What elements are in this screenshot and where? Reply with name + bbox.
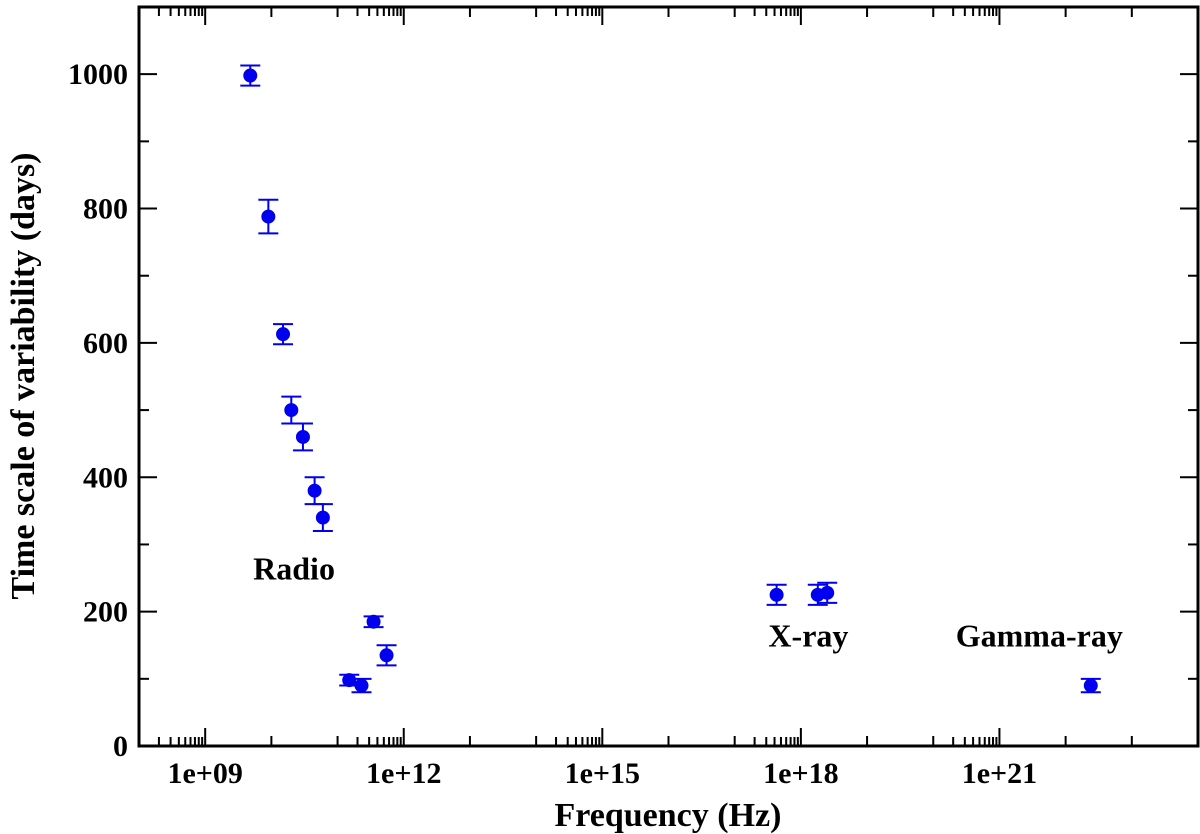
data-point	[376, 644, 397, 667]
y-tick-label: 600	[83, 327, 128, 360]
y-tick-label: 0	[113, 730, 128, 763]
annotations: Radio X-ray Gamma-ray	[253, 550, 1123, 653]
data-points	[240, 64, 1101, 694]
axis-tick-labels: 1e+09 1e+12 1e+15 1e+18 1e+21 0 200 400 600 800 10…	[68, 58, 1037, 790]
x-tick-label: 1e+09	[167, 757, 242, 790]
y-tick-label: 800	[83, 193, 128, 226]
axis-ticks	[138, 6, 1199, 747]
marker	[261, 209, 276, 224]
data-point	[363, 614, 384, 629]
data-point	[281, 395, 302, 425]
data-point	[240, 64, 261, 87]
data-point	[304, 476, 325, 506]
marker	[342, 673, 357, 688]
marker	[1083, 678, 1098, 693]
marker	[284, 403, 299, 418]
x-tick-label: 1e+18	[763, 757, 838, 790]
marker	[379, 648, 394, 663]
marker	[315, 510, 330, 525]
annotation-label: X-ray	[768, 618, 848, 654]
marker	[295, 429, 310, 444]
x-tick-label: 1e+21	[962, 757, 1037, 790]
y-axis-title: Time scale of variability (days)	[5, 153, 42, 600]
x-tick-label: 1e+12	[366, 757, 441, 790]
marker	[366, 614, 381, 629]
marker	[276, 327, 291, 342]
annotation-label: Radio	[253, 550, 335, 586]
marker	[354, 678, 369, 693]
data-point	[1080, 677, 1101, 694]
y-tick-label: 200	[83, 596, 128, 629]
marker	[307, 483, 322, 498]
marker	[769, 587, 784, 602]
x-tick-label: 1e+15	[565, 757, 640, 790]
data-point	[351, 677, 372, 694]
data-point	[273, 323, 294, 346]
y-tick-label: 1000	[68, 58, 128, 91]
data-point	[292, 422, 313, 452]
data-point	[817, 581, 838, 604]
marker	[243, 68, 258, 83]
y-tick-label: 400	[83, 461, 128, 494]
marker	[820, 585, 835, 600]
data-point	[258, 198, 279, 235]
x-axis-title: Frequency (Hz)	[555, 797, 782, 834]
data-point	[312, 503, 333, 533]
data-point	[766, 583, 787, 606]
annotation-label: Gamma-ray	[956, 618, 1123, 654]
